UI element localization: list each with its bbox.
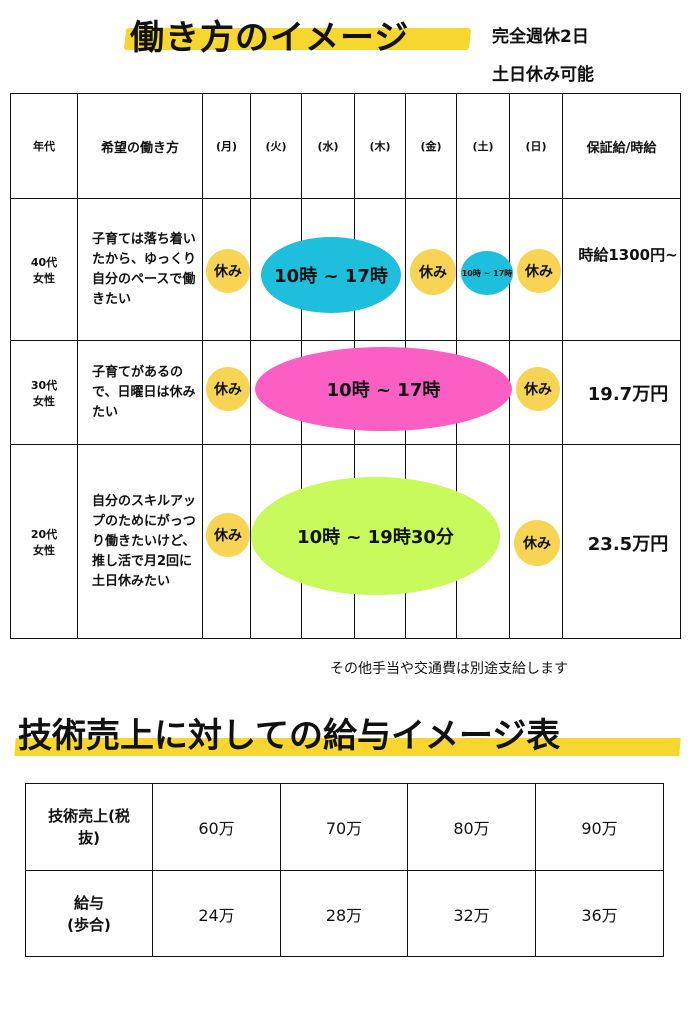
salary-title: 技術売上に対しての給与イメージ表: [18, 716, 561, 756]
day-off-circle: 休み: [206, 367, 250, 411]
wage-value: 19.7万円: [587, 384, 669, 405]
header-style: 希望の働き方: [77, 93, 203, 199]
header-sat: (土): [456, 93, 510, 199]
weekday-hours-oval: 10時 ~ 17時: [255, 347, 512, 431]
sales-value: 60万: [152, 783, 281, 871]
wage-value: 時給1300円~: [578, 246, 678, 264]
subtitle-holidays: 完全週休2日: [492, 27, 589, 47]
salary-value: 24万: [152, 870, 281, 957]
salary-value: 32万: [407, 870, 536, 957]
desc-cell: 子育ては落ち着いたから、ゆっくり自分のペースで働きたい: [77, 198, 203, 341]
sales-value: 70万: [280, 783, 408, 871]
age-cell: 20代 女性: [10, 444, 78, 639]
weekday-hours-oval: 10時 ~ 19時30分: [251, 477, 500, 595]
day-off-circle: 休み: [517, 249, 561, 293]
schedule-header-row: 年代 希望の働き方 (月) (火) (水) (木) (金) (土) (日) 保証…: [10, 93, 681, 199]
desc-cell: 自分のスキルアップのためにがっつり働きたいけど、推し活で月2回に土日休みたい: [77, 444, 203, 639]
header-mon: (月): [202, 93, 251, 199]
day-off-circle: 休み: [514, 520, 560, 566]
day-off-circle: 休み: [206, 513, 250, 557]
sales-header: 技術売上(税 抜): [25, 783, 153, 871]
salary-value: 36万: [535, 870, 664, 957]
header-age: 年代: [10, 93, 78, 199]
header-sun: (日): [509, 93, 563, 199]
header-wage: 保証給/時給: [562, 93, 681, 199]
page-title: 働き方のイメージ: [130, 18, 410, 58]
salary-value: 28万: [280, 870, 408, 957]
table-row: 給与 (歩合) 24万 28万 32万 36万: [25, 870, 664, 957]
day-off-circle: 休み: [206, 249, 250, 293]
weekday-hours-oval: 10時 ~ 17時: [261, 237, 401, 313]
salary-header: 給与 (歩合): [25, 870, 153, 957]
header-tue: (火): [250, 93, 302, 199]
desc-cell: 子育てがあるので、日曜日は休みたい: [77, 340, 203, 445]
day-off-circle: 休み: [410, 249, 456, 295]
table-row: 技術売上(税 抜) 60万 70万 80万 90万: [25, 783, 664, 871]
sales-value: 80万: [407, 783, 536, 871]
age-cell: 30代 女性: [10, 340, 78, 445]
wage-value: 23.5万円: [587, 534, 669, 555]
saturday-hours-oval: 10時 ~ 17時: [461, 251, 513, 295]
salary-table: 技術売上(税 抜) 60万 70万 80万 90万 給与 (歩合) 24万 28…: [25, 783, 664, 957]
subtitle-weekend: 土日休み可能: [492, 65, 594, 85]
header-wed: (水): [301, 93, 355, 199]
header-thu: (木): [354, 93, 406, 199]
header-fri: (金): [405, 93, 457, 199]
sales-value: 90万: [535, 783, 664, 871]
age-cell: 40代 女性: [10, 198, 78, 341]
day-off-circle: 休み: [516, 367, 560, 411]
note-text: その他手当や交通費は別途支給します: [330, 661, 568, 677]
